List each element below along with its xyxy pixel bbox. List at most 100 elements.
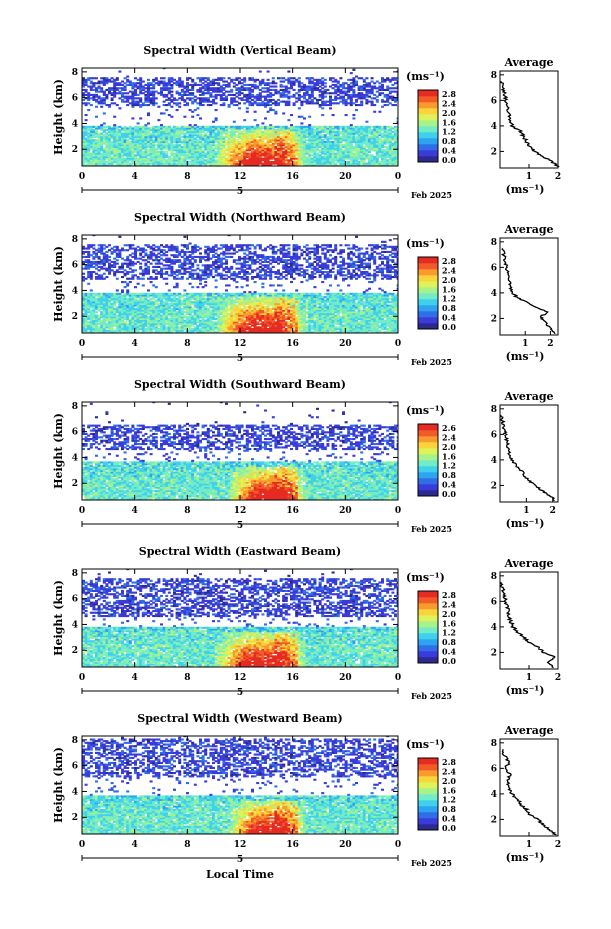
heatmap-cell [352,161,356,164]
heatmap-cell [126,314,130,317]
heatmap-cell [126,132,130,135]
heatmap-cell [149,139,153,142]
heatmap-cell [334,149,338,152]
heatmap-cell [391,135,395,138]
heatmap-cell [204,137,208,140]
heatmap-cell [157,150,161,153]
heatmap-cell [258,132,262,135]
heatmap-cell [347,87,351,90]
heatmap-cell [139,82,143,85]
heatmap-cell [248,95,252,98]
heatmap-cell [134,319,137,322]
heatmap-cell [297,140,301,143]
heatmap-cell [167,104,171,107]
heatmap-cell [375,149,379,152]
heatmap-cell [180,161,184,164]
heatmap-cell [318,149,322,152]
heatmap-cell [258,82,262,85]
heatmap-cell [266,162,270,165]
heatmap-cell [126,127,130,130]
heatmap-cell [238,159,241,162]
heatmap-cell [82,306,85,309]
heatmap-cell [89,289,93,292]
heatmap-cell [300,161,304,164]
heatmap-cell [173,161,176,164]
heatmap-cell [212,147,215,150]
heatmap-cell [347,102,351,105]
heatmap-cell [102,112,106,115]
heatmap-cell [269,100,273,103]
heatmap-cell [165,95,169,98]
heatmap-cell [144,97,148,100]
heatmap-cell [115,134,119,137]
heatmap-cell [212,162,215,165]
heatmap-cell [108,322,111,325]
heatmap-cell [157,134,161,137]
heatmap-cell [170,93,174,96]
heatmap-cell [217,164,221,166]
heatmap-cell [162,134,166,137]
heatmap-cell [188,98,192,101]
heatmap-cell [144,306,148,309]
heatmap-cell [232,137,236,140]
heatmap-cell [204,98,208,101]
heatmap-cell [87,144,91,147]
heatmap-cell [303,135,306,138]
heatmap-cell [212,95,215,98]
heatmap-cell [199,80,202,83]
heatmap-cell [149,150,153,153]
heatmap-cell [147,319,150,322]
heatmap-cell [386,137,390,140]
heatmap-cell [84,142,88,145]
heatmap-cell [105,139,109,142]
heatmap-cell [357,142,361,145]
heatmap-cell [269,92,273,95]
heatmap-cell [149,299,153,302]
heatmap-cell [87,250,91,253]
heatmap-cell [352,134,356,137]
heatmap-cell [331,157,335,160]
heatmap-cell [373,161,377,164]
heatmap-cell [318,150,322,153]
heatmap-cell [147,92,150,95]
heatmap-cell [360,135,364,138]
y-tick-label: 4 [72,119,78,129]
heatmap-cell [128,301,132,304]
heatmap-cell [147,304,150,307]
heatmap-cell [339,97,343,100]
heatmap-cell [290,145,293,148]
heatmap-cell [297,97,301,100]
heatmap-cell [128,267,132,270]
heatmap-cell [95,147,98,150]
heatmap-cell [136,331,140,333]
heatmap-cell [271,162,275,165]
heatmap-cell [141,296,145,299]
heatmap-cell [274,157,278,160]
heatmap-cell [149,83,153,86]
heatmap-cell [235,100,239,103]
heatmap-cell [336,90,340,93]
heatmap-cell [115,301,119,304]
heatmap-cell [344,87,348,90]
heatmap-cell [235,164,239,166]
heatmap-cell [292,161,296,164]
heatmap-cell [297,147,301,150]
heatmap-cell [394,150,397,153]
heatmap-cell [162,164,166,166]
heatmap-cell [199,150,202,153]
heatmap-cell [191,92,195,95]
heatmap-cell [323,140,327,143]
heatmap-cell [347,150,351,153]
heatmap-cell [204,162,208,165]
heatmap-cell [344,162,348,165]
heatmap-cell [92,98,96,101]
heatmap-cell [396,154,398,157]
heatmap-cell [149,307,153,310]
heatmap-cell [331,87,335,90]
heatmap-cell [144,319,148,322]
heatmap-cell [253,149,257,152]
heatmap-cell [344,155,348,158]
heatmap-cell [147,83,150,86]
heatmap-cell [290,124,293,127]
heatmap-cell [162,145,166,148]
